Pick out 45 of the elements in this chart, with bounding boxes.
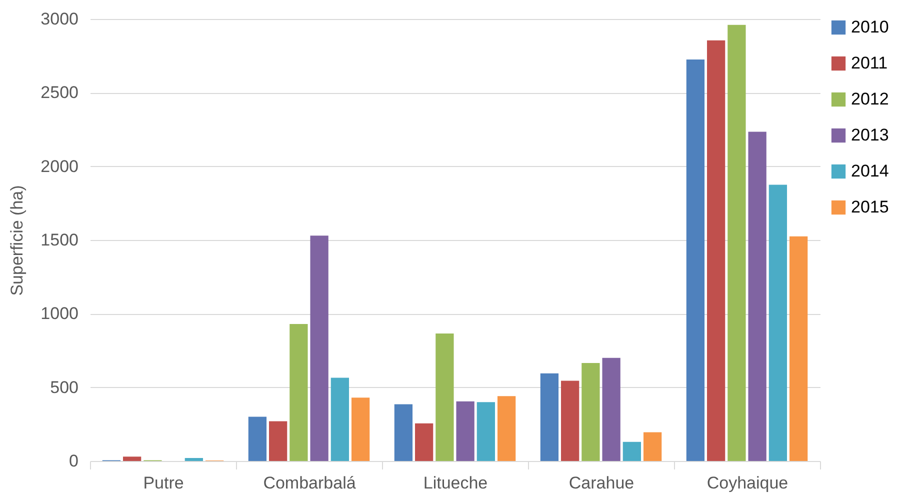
bar (789, 236, 808, 461)
bar (122, 456, 142, 461)
legend-label: 2010 (851, 18, 889, 36)
y-tick-label: 0 (69, 452, 78, 470)
y-tick-label: 2500 (40, 83, 78, 102)
x-tick-label: Litueche (423, 474, 488, 492)
x-tick-label: Coyhaique (706, 474, 788, 492)
bar (268, 421, 288, 461)
bar (728, 24, 746, 461)
bar (436, 334, 454, 461)
bar (560, 380, 580, 461)
y-tick-label: 1500 (40, 230, 78, 250)
bar (582, 363, 600, 461)
x-tick-label: Carahue (568, 474, 634, 492)
bar (768, 184, 788, 461)
legend-label: 2015 (851, 198, 889, 216)
bar (643, 432, 662, 461)
legend-label: 2012 (851, 90, 889, 108)
bar (476, 402, 496, 461)
y-tick-label: 3000 (40, 10, 78, 28)
bar (414, 423, 434, 461)
bar (184, 458, 204, 461)
legend-label: 2013 (851, 126, 889, 144)
bar (248, 416, 267, 461)
x-tick-label: Combarbalá (263, 474, 356, 492)
bar (602, 358, 620, 461)
y-tick-label: 1000 (40, 304, 78, 324)
bar (622, 442, 642, 461)
y-tick-label: 2000 (40, 156, 78, 176)
bar (394, 404, 413, 461)
bar (310, 236, 328, 461)
legend-label: 2011 (851, 54, 888, 72)
y-tick-label: 500 (50, 378, 78, 397)
legend-label: 2014 (851, 162, 889, 180)
bar (351, 398, 370, 461)
y-axis-title: Superficie (ha) (8, 185, 27, 296)
bar (290, 324, 308, 461)
x-tick-label: Putre (143, 474, 184, 492)
bar (706, 40, 726, 461)
bar (330, 378, 350, 461)
bar (748, 132, 766, 461)
bar (456, 401, 474, 461)
bar (686, 60, 705, 461)
bar (540, 373, 559, 461)
bar (497, 396, 516, 461)
